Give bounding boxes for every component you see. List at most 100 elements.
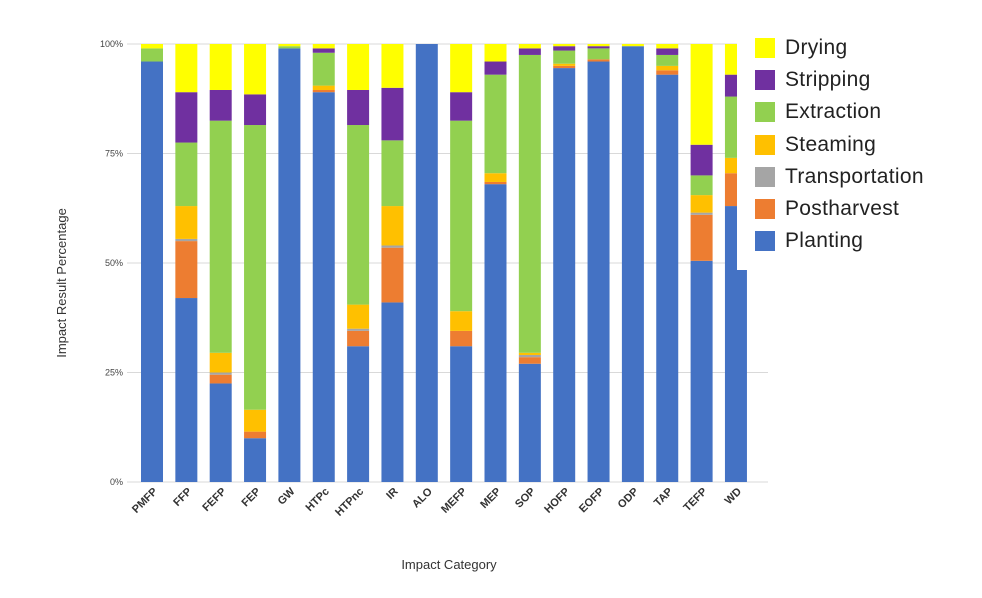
y-tick-label: 50% xyxy=(105,258,123,268)
bar-segment-stripping-mep xyxy=(484,61,507,75)
bar-segment-extraction-mep xyxy=(484,74,507,174)
y-tick-label: 0% xyxy=(110,477,123,487)
bar-segment-drying-ffp xyxy=(175,44,198,93)
bar-segment-planting-fefp xyxy=(209,383,232,482)
x-tick-label: FFP xyxy=(171,486,194,509)
bar-segment-drying-tefp xyxy=(690,44,713,145)
bar-segment-steaming-fep xyxy=(244,409,267,432)
legend-label: Transportation xyxy=(785,164,924,188)
bar-segment-steaming-hofp xyxy=(553,63,576,66)
bar-segment-planting-ffp xyxy=(175,298,198,482)
bar-segment-stripping-tefp xyxy=(690,144,713,176)
bar-segment-extraction-htpnc xyxy=(347,125,370,305)
bar-segment-steaming-ir xyxy=(381,206,404,246)
bar-segment-extraction-ir xyxy=(381,140,404,207)
bar-segment-drying-mep xyxy=(484,44,507,62)
bar-segment-extraction-tap xyxy=(656,54,679,66)
legend-swatch xyxy=(755,231,775,252)
legend-item-stripping: Stripping xyxy=(755,65,871,95)
bar-segment-postharvest-mep xyxy=(484,181,507,185)
bar-segment-extraction-tefp xyxy=(690,175,713,196)
bar-segment-transportation-ir xyxy=(381,245,404,248)
legend-swatch xyxy=(755,102,775,123)
bar-segment-planting-htpc xyxy=(312,92,335,483)
x-tick-label: TEFP xyxy=(681,486,709,514)
legend-label: Drying xyxy=(785,36,848,59)
bar-segment-extraction-fefp xyxy=(209,120,232,353)
bar-segment-postharvest-hofp xyxy=(553,65,576,69)
bar-segment-postharvest-tefp xyxy=(690,214,713,261)
bar-segment-transportation-tefp xyxy=(690,212,713,215)
bar-segment-transportation-sop xyxy=(518,354,541,358)
bar-segment-stripping-fep xyxy=(244,94,267,126)
legend-label: Planting xyxy=(785,229,864,253)
x-tick-label: ODP xyxy=(616,486,641,511)
bar-segment-drying-tap xyxy=(656,44,679,49)
bar-segment-postharvest-htpnc xyxy=(347,330,370,347)
bar-segment-planting-tefp xyxy=(690,260,713,482)
x-tick-label: HTPnc xyxy=(333,486,366,519)
y-tick-label: 100% xyxy=(100,39,123,49)
bar-segment-postharvest-ir xyxy=(381,247,404,303)
y-tick-label: 25% xyxy=(105,368,123,378)
legend-swatch xyxy=(755,38,775,58)
bar-segment-stripping-tap xyxy=(656,48,679,55)
bar-segment-extraction-ffp xyxy=(175,142,198,207)
bar-segment-extraction-htpc xyxy=(312,52,335,86)
bar-segment-drying-eofp xyxy=(587,44,610,47)
legend-item-planting: Planting xyxy=(755,226,863,256)
legend: Drying Stripping Extraction Steaming Transpo… xyxy=(737,30,982,270)
bar-segment-steaming-tap xyxy=(656,65,679,71)
x-tick-label: FEFP xyxy=(200,486,228,514)
x-tick-label: EOFP xyxy=(577,486,607,516)
bar-segment-stripping-eofp xyxy=(587,46,610,49)
bar-segment-planting-tap xyxy=(656,74,679,482)
x-tick-label: SOP xyxy=(513,486,538,511)
y-tick-labels: 0% 25% 50% 75% 100% xyxy=(100,39,123,487)
x-tick-label: MEFP xyxy=(439,486,469,516)
bar-segment-steaming-sop xyxy=(518,352,541,355)
bar-segment-drying-ir xyxy=(381,44,404,88)
legend-item-drying: Drying xyxy=(755,33,847,63)
legend-swatch xyxy=(755,134,775,155)
bar-segment-planting-odp xyxy=(621,46,644,482)
legend-item-postharvest: Postharvest xyxy=(755,194,899,224)
bar-segment-postharvest-ffp xyxy=(175,241,198,299)
bar-segment-postharvest-mefp xyxy=(450,330,473,347)
bar-segment-postharvest-tap xyxy=(656,70,679,75)
bar-segment-stripping-fefp xyxy=(209,89,232,121)
legend-swatch xyxy=(755,199,775,219)
legend-item-extraction: Extraction xyxy=(755,97,881,127)
bar-segment-planting-gw xyxy=(278,48,301,482)
legend-swatch xyxy=(755,70,775,91)
bar-segment-steaming-ffp xyxy=(175,206,198,239)
bar-segment-extraction-eofp xyxy=(587,48,610,60)
bar-segment-planting-pmfp xyxy=(141,61,163,483)
legend-label: Steaming xyxy=(785,132,877,156)
x-tick-label: HOFP xyxy=(542,486,572,516)
bar-segment-extraction-hofp xyxy=(553,50,576,64)
bar-segment-steaming-htpc xyxy=(312,85,335,90)
x-tick-label: WD xyxy=(723,486,744,507)
legend-label: Extraction xyxy=(785,100,882,124)
bar-segment-transportation-htpnc xyxy=(347,328,370,331)
bar-segment-stripping-mefp xyxy=(450,92,473,121)
y-axis-title: Impact Result Percentage xyxy=(54,208,69,358)
bar-segment-drying-sop xyxy=(518,44,541,49)
bar-segment-stripping-ffp xyxy=(175,92,198,143)
bar-segment-stripping-htpc xyxy=(312,48,335,53)
bar-segment-drying-fep xyxy=(244,44,267,95)
bar-segment-stripping-htpnc xyxy=(347,89,370,126)
x-tick-label: PMFP xyxy=(130,486,160,516)
bar-segment-postharvest-fefp xyxy=(209,374,232,384)
bar-segment-extraction-mefp xyxy=(450,120,473,312)
bar-segment-planting-mep xyxy=(484,184,507,482)
bar-segment-postharvest-eofp xyxy=(587,59,610,62)
x-tick-labels: PMFP FFP FEFP FEP GW HTPc HTPnc IR ALO MEFP MEP SOP… xyxy=(130,485,744,519)
bar-segment-planting-ir xyxy=(381,302,404,482)
y-tick-label: 75% xyxy=(105,149,123,159)
bar-segment-extraction-gw xyxy=(278,46,301,49)
bar-segment-postharvest-htpc xyxy=(312,89,335,93)
bar-segment-drying-odp xyxy=(621,44,644,47)
bar-segment-steaming-fefp xyxy=(209,352,232,373)
